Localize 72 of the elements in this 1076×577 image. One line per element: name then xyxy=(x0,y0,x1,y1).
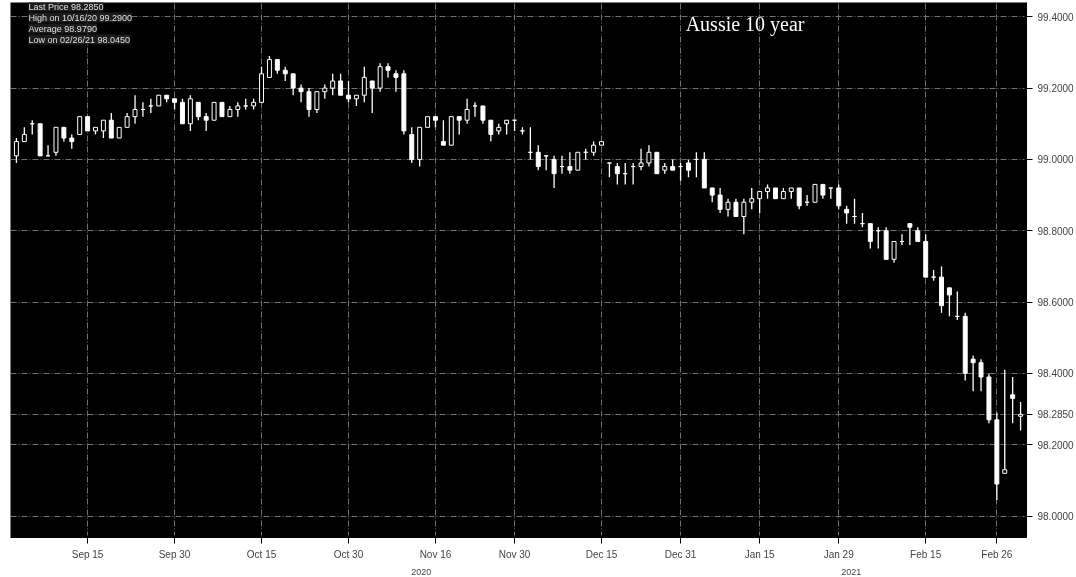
candlestick xyxy=(891,240,897,264)
candlestick xyxy=(614,162,620,186)
candlestick xyxy=(1018,401,1024,432)
candlestick xyxy=(757,190,763,214)
candlestick xyxy=(393,69,399,93)
y-tick-label: 98.2850 xyxy=(1037,409,1075,421)
x-tick-label: Sep 15 xyxy=(71,548,104,560)
x-tick-label: Oct 30 xyxy=(333,548,364,560)
candlestick xyxy=(440,119,446,146)
x-tick-label: Nov 30 xyxy=(498,548,531,560)
candlestick xyxy=(464,98,470,125)
candlestick xyxy=(314,91,320,114)
candlestick xyxy=(796,187,802,211)
candlestick xyxy=(369,80,375,114)
annotation: Last Price 98.2850 xyxy=(28,1,104,12)
y-tick-label: 98.2000 xyxy=(1037,439,1075,451)
candlestick xyxy=(646,144,652,168)
candlestick xyxy=(298,83,304,104)
candlestick xyxy=(551,155,557,189)
y-tick-label: 99.2000 xyxy=(1037,83,1075,95)
candlestick xyxy=(338,73,344,96)
candlestick xyxy=(907,222,913,246)
y-tick-label: 98.8000 xyxy=(1037,225,1075,237)
candlestick xyxy=(132,94,138,125)
candlestick xyxy=(717,187,723,214)
annotation: Average 98.9790 xyxy=(28,23,97,34)
candlestick xyxy=(1002,369,1008,474)
y-tick-label: 98.4000 xyxy=(1037,368,1075,380)
candlestick xyxy=(567,151,573,175)
candlestick xyxy=(45,144,51,157)
x-tick-label: Nov 16 xyxy=(419,548,452,560)
candlestick xyxy=(385,62,391,79)
text: 2021 xyxy=(841,566,862,577)
candlestick xyxy=(749,187,755,211)
candlestick xyxy=(741,198,747,235)
candlestick xyxy=(836,183,842,211)
candlestick xyxy=(108,112,114,139)
x-tick-label: Oct 15 xyxy=(246,548,277,560)
candlestick xyxy=(867,222,873,250)
y-tick-label: 99.0000 xyxy=(1037,154,1075,166)
candlestick xyxy=(638,148,644,171)
candlestick xyxy=(535,144,541,171)
candlestick xyxy=(654,151,660,175)
candlestick xyxy=(488,119,494,143)
candlestick xyxy=(377,62,383,93)
y-tick-label: 98.6000 xyxy=(1037,297,1075,309)
candlestick xyxy=(306,87,312,118)
x-tick-label: Dec 31 xyxy=(664,548,697,560)
candlestick xyxy=(978,358,984,392)
x-tick-label: Feb 26 xyxy=(981,548,1013,560)
candlestick xyxy=(179,98,185,125)
candlestick xyxy=(472,101,478,118)
candlestick xyxy=(970,354,976,392)
y-tick-label: 99.4000 xyxy=(1037,11,1075,23)
x-tick-label: Jan 29 xyxy=(823,548,855,560)
x-tick-label: Sep 30 xyxy=(158,548,191,560)
annotation: Low on 02/26/21 98.0450 xyxy=(28,34,131,45)
text: 2020 xyxy=(411,566,432,577)
candlestick xyxy=(290,73,296,96)
x-tick-label: Feb 15 xyxy=(910,548,942,560)
x-tick-label: Jan 15 xyxy=(744,548,776,560)
x-tick-label: Dec 15 xyxy=(585,548,618,560)
candlestick xyxy=(346,80,351,104)
annotation: High on 10/16/20 99.2900 xyxy=(28,12,133,23)
candlestick xyxy=(330,73,336,96)
candlestick xyxy=(361,66,367,104)
candlestick xyxy=(266,55,272,79)
text: Aussie 10 year xyxy=(685,12,805,36)
y-tick-label: 98.0000 xyxy=(1037,511,1075,523)
candlestick xyxy=(1010,376,1016,425)
candlestick xyxy=(13,137,19,164)
candlestick xyxy=(946,287,952,318)
